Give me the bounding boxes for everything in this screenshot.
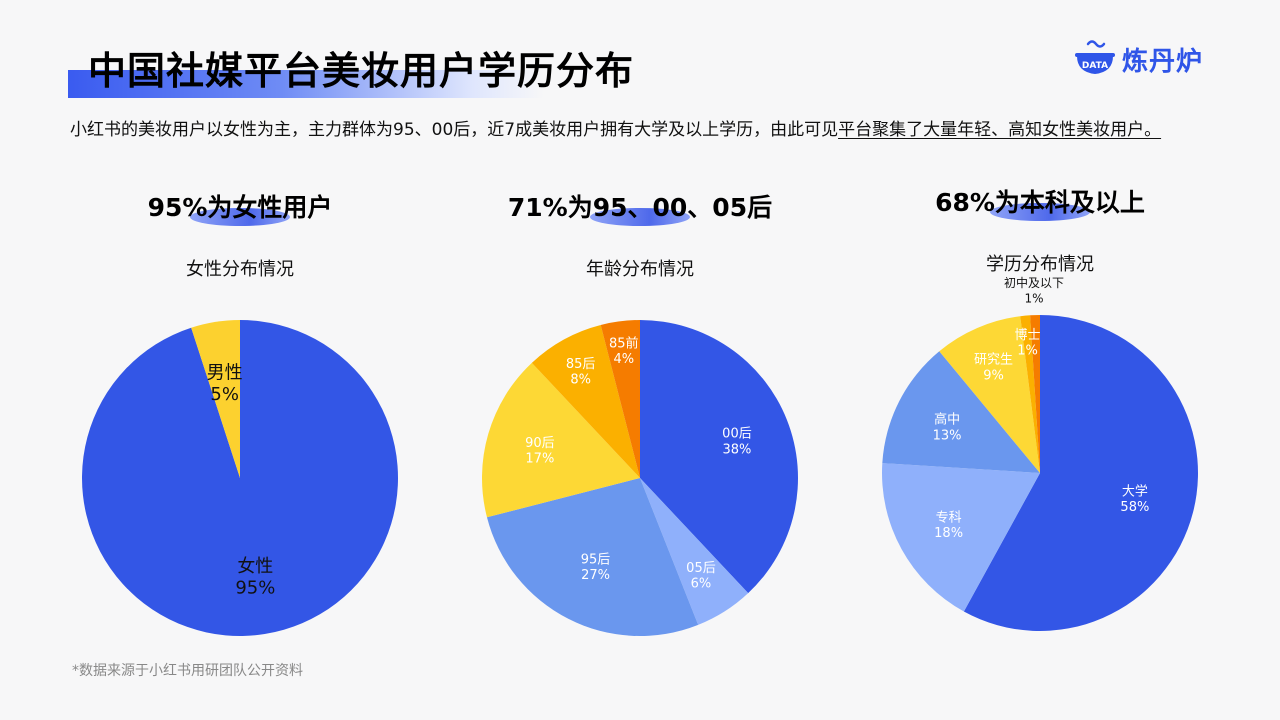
slice-label-value: 5%	[210, 384, 239, 405]
slice-label-category: 博士	[1015, 328, 1041, 343]
stat-education-text: 68%为本科及以上	[935, 188, 1145, 217]
slice-label-value: 27%	[581, 568, 610, 583]
stat-female: 95%为女性用户	[80, 188, 400, 226]
stat-age: 71%为95、00、05后	[480, 188, 800, 226]
pie-slice-女性	[82, 320, 399, 637]
slice-label-value: 38%	[723, 442, 752, 457]
slice-label-category: 专科	[936, 510, 962, 525]
pie-slice-95后	[486, 478, 699, 636]
chart-title-education: 学历分布情况	[986, 254, 1094, 275]
brand-logo: DATA 炼丹炉	[1072, 36, 1222, 82]
slice-label-category: 85后	[566, 357, 596, 372]
chart-title-age: 年龄分布情况	[586, 259, 694, 280]
slice-label-value: 8%	[570, 373, 591, 388]
page-title: 中国社媒平台美妆用户学历分布	[88, 49, 635, 93]
pie-slice-男性	[191, 320, 240, 478]
intro-highlight: 平台聚集了大量年轻、高知女性美妆用户。	[838, 120, 1162, 140]
pie-slice-大学	[963, 315, 1198, 632]
pie-slice-初中及以下	[1030, 315, 1040, 473]
pie-slice-90后	[482, 362, 640, 518]
slice-label-value: 13%	[933, 428, 962, 443]
slice-label-category: 初中及以下	[1004, 275, 1064, 290]
intro-text: 小红书的美妆用户以女性为主，主力群体为95、00后，近7成美妆用户拥有大学及以上…	[70, 120, 839, 140]
pie-slice-85后	[531, 324, 640, 478]
slice-label-value: 1%	[1017, 344, 1038, 359]
chart-title-gender: 女性分布情况	[186, 259, 294, 280]
slice-label-category: 90后	[525, 436, 555, 451]
slice-label-value: 1%	[1024, 292, 1043, 306]
slice-label-value: 6%	[691, 577, 712, 592]
stat-highlight-pill	[990, 203, 1090, 221]
slice-label-category: 研究生	[974, 353, 1013, 368]
slice-label-category: 大学	[1122, 483, 1148, 499]
cauldron-icon: DATA	[1075, 40, 1115, 74]
slice-label-category: 85前	[609, 336, 639, 352]
slice-label-value: 58%	[1120, 500, 1149, 515]
stat-highlight-pill	[190, 208, 290, 226]
stat-highlight-pill	[590, 208, 690, 226]
pie-slice-00后	[640, 320, 799, 594]
intro-paragraph: 小红书的美妆用户以女性为主，主力群体为95、00后，近7成美妆用户拥有大学及以上…	[70, 117, 1220, 143]
pie-slice-85前	[600, 320, 640, 478]
pie-slice-05后	[640, 478, 749, 625]
slice-label-value: 18%	[934, 526, 963, 541]
slice-label-category: 高中	[934, 412, 960, 428]
source-note: *数据来源于小红书用研团队公开资料	[72, 663, 303, 679]
slice-label-value: 4%	[613, 352, 634, 367]
slice-label-category: 女性	[237, 556, 273, 577]
stat-female-text: 95%为女性用户	[147, 193, 333, 222]
pie-slice-研究生	[939, 316, 1040, 473]
logo-badge-text: DATA	[1082, 61, 1108, 71]
slice-label-value: 95%	[235, 578, 275, 599]
pie-slice-高中	[882, 351, 1040, 473]
pie-slice-博士	[1020, 315, 1040, 473]
stat-education: 68%为本科及以上	[880, 183, 1200, 221]
title-accent-bar	[68, 70, 544, 98]
pie-slice-专科	[881, 463, 1040, 612]
slice-label-value: 9%	[983, 368, 1004, 383]
slice-label-category: 00后	[722, 427, 752, 442]
slice-label-category: 男性	[207, 363, 243, 384]
slice-label-category: 95后	[581, 552, 611, 567]
slice-label-category: 05后	[686, 561, 716, 576]
logo-text: 炼丹炉	[1122, 46, 1204, 77]
stat-age-text: 71%为95、00、05后	[507, 193, 773, 222]
slice-label-value: 17%	[525, 452, 554, 467]
